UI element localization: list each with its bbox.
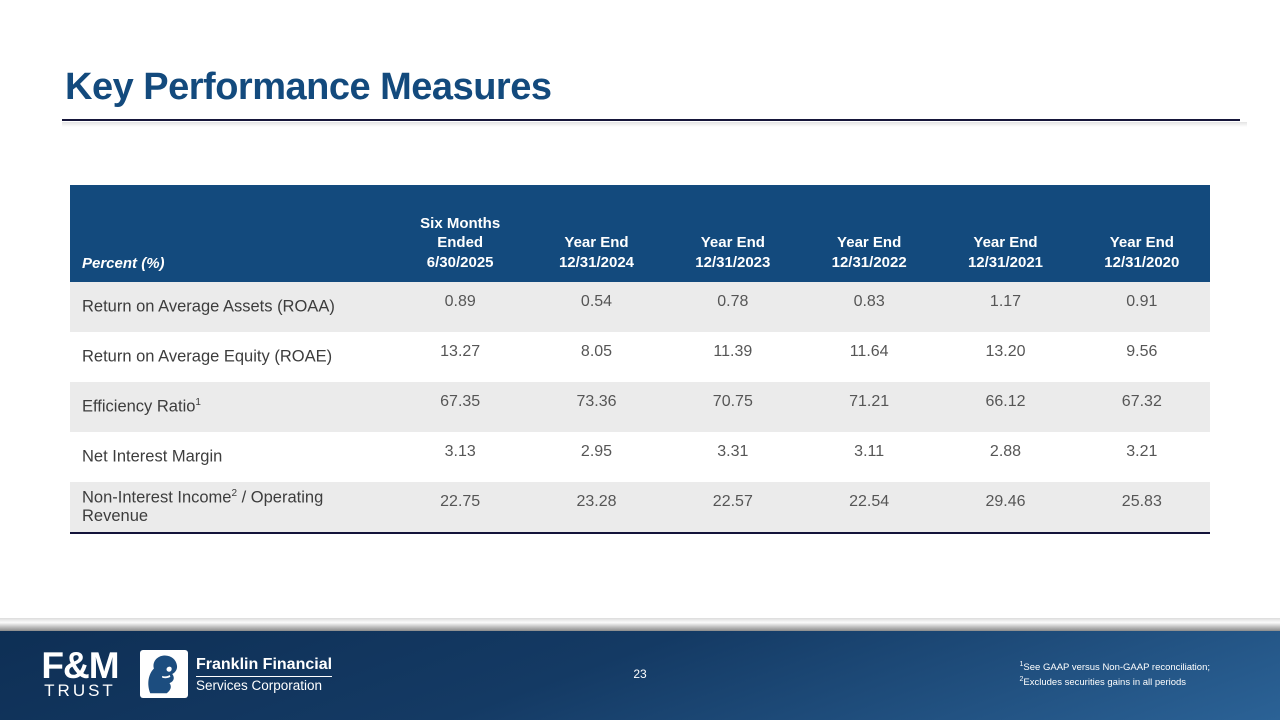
- cell-value: 11.39: [713, 343, 753, 360]
- footnote-2: 2Excludes securities gains in all period…: [1019, 676, 1187, 689]
- cell-value: 2.88: [989, 443, 1022, 460]
- cell-value: 3.21: [1126, 443, 1158, 460]
- franklin-logo-line2: Services Corporation: [196, 677, 323, 693]
- cell-value: 11.64: [849, 343, 889, 360]
- table-corner-label: Percent (%): [82, 255, 165, 272]
- table-row-roaa: Return on Average Assets (ROAA) 0.89 0.5…: [70, 282, 1210, 332]
- cell-value: 67.32: [1121, 393, 1162, 410]
- cell-value: 23.28: [576, 493, 617, 510]
- row-label: Return on Average Equity (ROAE): [82, 347, 333, 366]
- footnotes: 1See GAAP versus Non-GAAP reconciliation…: [1020, 660, 1210, 691]
- franklin-logo-line1: Franklin Financial: [196, 656, 333, 677]
- table-row-non-interest-income: Non-Interest Income2 / Operating Revenue…: [70, 482, 1210, 532]
- cell-value: 13.20: [985, 343, 1026, 360]
- performance-table: Percent (%) Six Months Ended 6/30/2025 Y…: [70, 185, 1210, 534]
- cell-value: 0.83: [853, 293, 885, 310]
- cell-value: 0.89: [444, 293, 476, 310]
- row-label: Return on Average Assets (ROAA): [82, 297, 335, 316]
- cell-value: 2.95: [580, 443, 613, 460]
- row-label: Net Interest Margin: [82, 447, 223, 466]
- table-row-roae: Return on Average Equity (ROAE) 13.27 8.…: [70, 332, 1210, 382]
- fm-trust-logo: F&M TRUST: [30, 645, 130, 701]
- cell-value: 0.78: [717, 293, 749, 310]
- cell-value: 70.75: [712, 393, 753, 410]
- cell-value: 22.75: [440, 493, 481, 510]
- cell-value: 8.05: [580, 343, 613, 360]
- row-label: Efficiency Ratio1: [82, 397, 201, 416]
- cell-value: 13.27: [440, 343, 481, 360]
- cell-value: 0.91: [1126, 293, 1158, 310]
- cell-value: 1.17: [989, 293, 1022, 310]
- cell-value: 3.31: [717, 443, 749, 460]
- column-header-6-30-2025: Six Months Ended 6/30/2025: [420, 214, 501, 272]
- cell-value: 9.56: [1126, 343, 1158, 360]
- cell-value: 3.13: [444, 443, 476, 460]
- title-underline-shadow: [62, 122, 1247, 127]
- table-row-net-interest-margin: Net Interest Margin 3.13 2.95 3.31 3.11 …: [70, 432, 1210, 482]
- cell-value: 22.54: [849, 493, 890, 510]
- footnote-1: 1See GAAP versus Non-GAAP reconciliation…: [1019, 661, 1210, 674]
- footer-silver-divider: [0, 618, 1280, 631]
- fm-trust-logo-subtext: TRUST: [44, 681, 116, 701]
- fm-trust-logo-text: F&M: [41, 645, 119, 686]
- cell-value: 71.21: [849, 393, 890, 410]
- column-header-12-31-2024: Year End 12/31/2024: [558, 234, 635, 272]
- cell-value: 25.83: [1121, 493, 1162, 510]
- franklin-financial-logo: Franklin Financial Services Corporation: [140, 650, 333, 698]
- page-title: Key Performance Measures: [65, 66, 552, 108]
- franklin-profile-icon: [140, 650, 188, 698]
- column-header-12-31-2021: Year End 12/31/2021: [967, 234, 1044, 272]
- column-header-12-31-2022: Year End 12/31/2022: [831, 234, 907, 272]
- franklin-logo-text: Franklin Financial Services Corporation: [196, 656, 333, 693]
- cell-value: 67.35: [440, 393, 481, 410]
- column-header-12-31-2020: Year End 12/31/2020: [1104, 234, 1180, 272]
- cell-value: 66.12: [985, 393, 1026, 410]
- table-row-efficiency-ratio: Efficiency Ratio1 67.35 73.36 70.75 71.2…: [70, 382, 1210, 432]
- page-number: 23: [633, 667, 647, 681]
- cell-value: 3.11: [854, 443, 885, 460]
- column-header-12-31-2023: Year End 12/31/2023: [695, 234, 771, 272]
- cell-value: 22.57: [712, 493, 753, 510]
- cell-value: 0.54: [580, 293, 613, 310]
- footnotes-text: 1See GAAP versus Non-GAAP reconciliation…: [1020, 660, 1210, 691]
- row-label: Non-Interest Income2 / Operating Revenue: [82, 487, 324, 526]
- cell-value: 29.46: [985, 493, 1026, 510]
- table-header-row: Percent (%) Six Months Ended 6/30/2025 Y…: [70, 185, 1210, 282]
- cell-value: 73.36: [576, 393, 617, 410]
- title-underline: [62, 119, 1240, 121]
